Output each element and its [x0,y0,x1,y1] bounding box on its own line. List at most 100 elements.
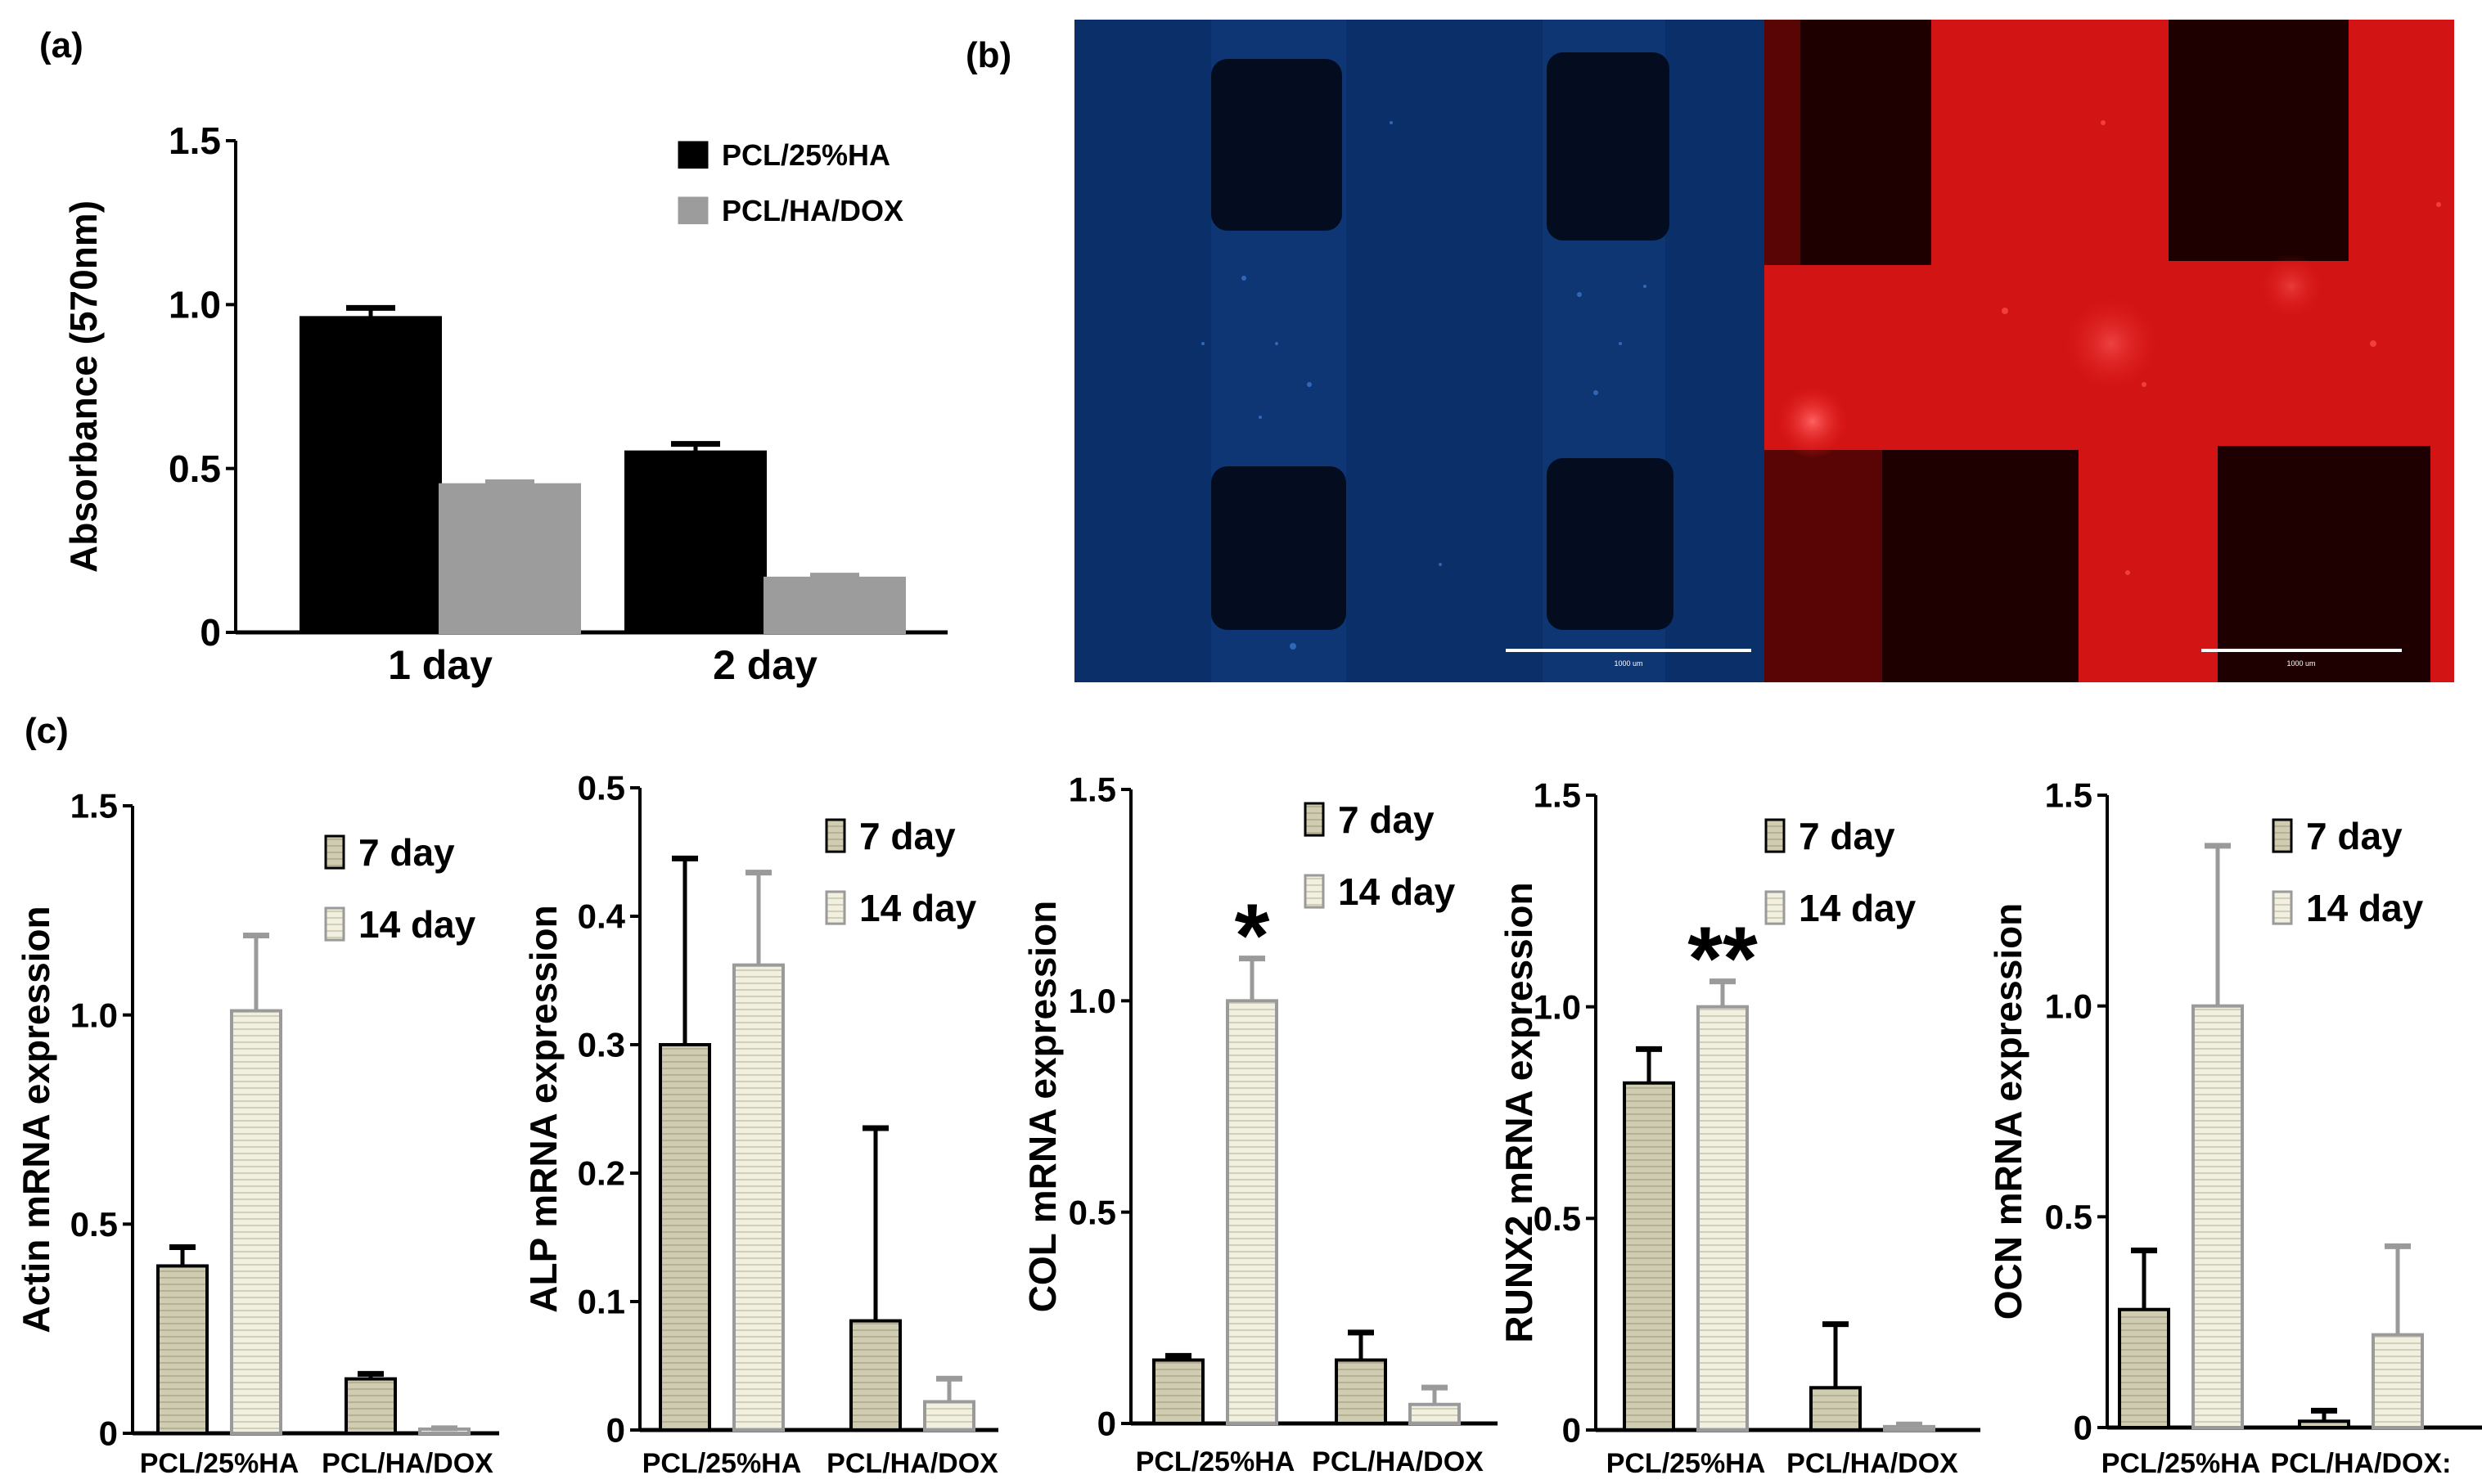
y-axis-label: RUNX2 mRNA expression [1498,882,1540,1342]
scale-bar-label-red: 1000 um [2286,659,2315,668]
x-tick-label: PCL/HA/DOX: [2271,1448,2452,1479]
y-axis-label: Absorbance (570nm) [62,200,105,573]
bar-14-day-1 [230,1009,282,1435]
bar-pcl-25-ha-2 [624,450,767,635]
bar-pcl-ha-dox-1 [439,483,581,635]
chart-ocn: 0 0.5 1.0 1.5 OCN mRNA expression PCL/25%HA PC… [1987,776,2482,1479]
legend-swatch [324,834,345,870]
chart-actin: 0 0.5 1.0 1.5 Actin mRNA expression PCL/25%HA… [15,787,499,1479]
x-tick-label: 1 day [388,642,493,688]
bar-7-day-2 [849,1319,902,1432]
y-tick-label: 1.5 [1069,771,1116,809]
bar-7-day-1 [1152,1358,1205,1425]
x-tick-label: PCL/25%HA [1606,1448,1766,1479]
bar-7-day-1 [659,1043,711,1432]
x-tick-label: PCL/25%HA [642,1448,802,1479]
y-tick-label: 0.5 [578,769,625,807]
bar-7-day-2 [345,1377,397,1435]
y-tick-label: 1.0 [70,996,118,1034]
micrograph-blue: 1000 um [1074,20,1764,682]
bar-7-day-2 [1809,1386,1862,1432]
x-tick-label: PCL/25%HA [1136,1446,1295,1477]
y-axis-label: OCN mRNA expression [1987,903,2029,1320]
panel-label-b: (b) [966,35,1011,75]
bar-14-day-2 [1408,1402,1461,1425]
bar-7-day-2 [1335,1358,1387,1425]
legend-swatch [825,818,846,853]
y-tick-label: 0.5 [169,447,221,490]
x-tick-label: PCL/HA/DOX [322,1448,493,1479]
legend-label: 7 day [1799,815,1895,857]
bar-14-day-1 [1226,999,1278,1426]
legend-label: 14 day [1338,870,1456,913]
x-tick-label: 2 day [713,642,818,688]
x-tick-label: PCL/HA/DOX [827,1448,998,1479]
y-tick-label: 0 [2074,1409,2092,1447]
legend-label: 14 day [2306,887,2424,929]
y-axis-label: COL mRNA expression [1021,901,1064,1313]
legend-label: PCL/25%HA [722,138,890,172]
y-tick-label: 0.5 [2045,1198,2092,1236]
bar-14-day-2 [2372,1333,2424,1430]
legend-label: 14 day [859,887,977,929]
x-tick-label: PCL/HA/DOX [1786,1448,1958,1479]
legend-swatch [1304,802,1325,837]
legend-label: PCL/HA/DOX [722,194,903,227]
legend-label: 7 day [859,815,956,857]
bar-7-day-1 [156,1264,209,1436]
bar-14-day-1 [2191,1004,2244,1429]
legend-swatch [2272,890,2293,925]
legend-swatch [678,196,709,225]
bar-7-day-1 [2118,1307,2170,1429]
bar-14-day-1 [1696,1005,1749,1432]
y-axis-label: ALP mRNA expression [522,905,565,1312]
y-tick-label: 0 [1562,1411,1581,1450]
legend-label: 7 day [358,831,455,874]
bar-14-day-1 [732,963,785,1432]
panel-label-c: (c) [25,711,69,751]
y-tick-label: 0.3 [578,1026,625,1064]
legend-swatch [1764,818,1786,853]
significance-star: ** [1687,909,1758,1010]
y-tick-label: 0.4 [578,897,626,936]
y-tick-label: 0.5 [70,1205,118,1243]
chart-col: 0 0.5 1.0 1.5 COL mRNA expression * PCL/25%HA P… [1021,771,1498,1477]
legend-swatch [2272,818,2293,853]
x-tick-label: PCL/25%HA [140,1448,300,1479]
bar-pcl-ha-dox-2 [764,576,906,635]
legend-label: 7 day [1338,798,1435,841]
micrograph-red: 1000 um [1764,20,2454,682]
y-axis-label: Actin mRNA expression [15,906,57,1333]
y-tick-label: 0.1 [578,1283,625,1321]
legend-swatch [825,890,846,925]
y-tick-label: 1.0 [1534,987,1581,1026]
y-tick-label: 1.0 [1069,982,1116,1020]
y-tick-label: 0.5 [1534,1199,1581,1238]
y-tick-label: 1.5 [70,787,118,825]
legend-label: 14 day [1799,887,1917,929]
y-tick-label: 1.0 [169,283,221,326]
y-tick-label: 1.0 [2045,987,2092,1025]
y-tick-label: 0 [99,1414,118,1453]
bar-pcl-25-ha-1 [300,316,442,634]
legend-swatch [1764,890,1786,925]
chart-absorbance: 0 0.5 1.0 1.5 Absorbance (570nm) 1 day 2 day PC… [62,119,948,688]
legend-swatch [1304,874,1325,909]
y-tick-label: 1.5 [1534,776,1581,815]
legend-label: 14 day [358,903,476,946]
chart-alp: 0 0.1 0.2 0.3 0.4 0.5 ALP mRNA expression PCL/2… [522,769,998,1479]
y-tick-label: 0.5 [1069,1193,1116,1231]
significance-star: * [1235,886,1270,987]
bar-7-day-2 [2298,1419,2350,1430]
y-tick-label: 1.5 [169,119,221,162]
y-tick-label: 0 [200,611,221,654]
panel-label-a: (a) [39,25,83,65]
y-tick-label: 0 [606,1411,625,1450]
x-tick-label: PCL/25%HA [2101,1448,2261,1479]
x-tick-label: PCL/HA/DOX [1312,1446,1484,1477]
bar-7-day-1 [1623,1081,1675,1432]
chart-runx2: 0 0.5 1.0 1.5 RUNX2 mRNA expression ** PCL/25%… [1498,776,1980,1479]
legend-swatch [324,906,345,942]
legend-label: 7 day [2306,815,2403,857]
